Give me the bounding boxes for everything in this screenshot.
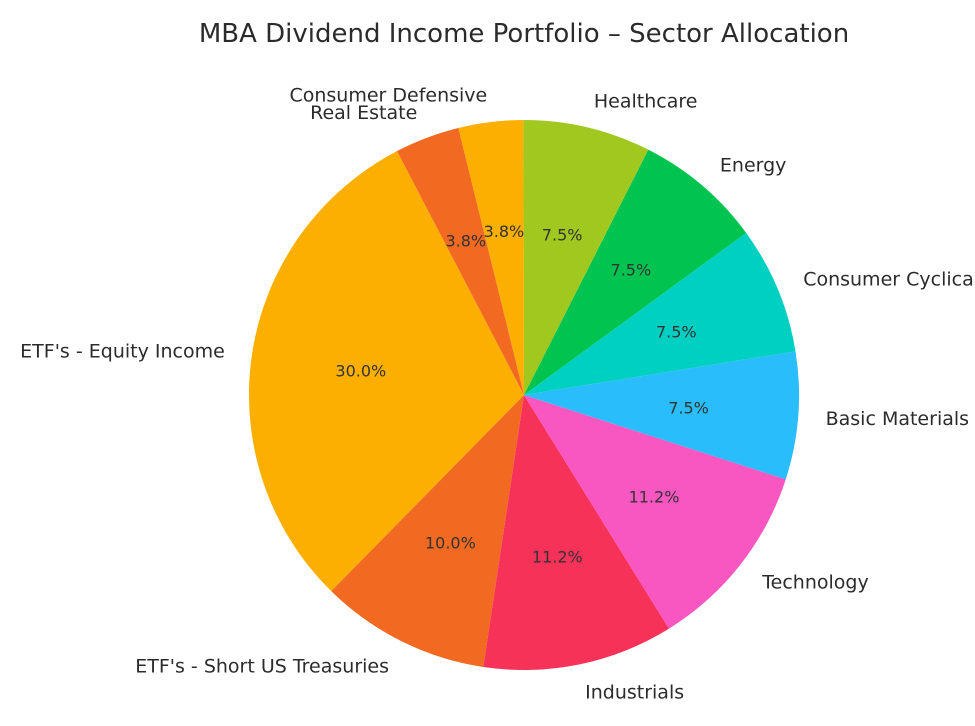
pie-slice-basic-materials	[524, 351, 799, 480]
pie-slice-energy	[524, 149, 747, 395]
pie-slice-industrials	[483, 395, 669, 670]
slice-label-healthcare: Healthcare	[594, 91, 698, 113]
pie-slice-consumer-defensive	[458, 120, 524, 395]
slice-label-real-estate: Real Estate	[310, 102, 417, 124]
category-labels: ETF's - Equity Income ETF's - Short US Tr…	[20, 85, 975, 704]
pie-slice-consumer-cyclical	[524, 232, 796, 395]
pct-label-real-estate: 3.8%	[445, 232, 486, 251]
slice-label-energy: Energy	[720, 154, 787, 176]
pct-label-industrials: 11.2%	[532, 548, 583, 567]
pie-slice-etf-s-equity-income	[248, 151, 524, 592]
pie-slice-etf-s-short-us-treasuries	[331, 395, 524, 667]
pct-label-consumer-defensive: 3.8%	[484, 222, 525, 241]
slice-label-technology: Technology	[761, 571, 868, 593]
pie-slice-real-estate	[397, 127, 524, 395]
pie-slice-technology	[524, 395, 786, 629]
pct-label-consumer-cyclical: 7.5%	[656, 322, 697, 341]
pie-slices	[248, 120, 799, 670]
slice-label-etf-s-short-us-treasuries: ETF's - Short US Treasuries	[135, 656, 389, 678]
pct-label-healthcare: 7.5%	[542, 225, 583, 244]
pct-label-energy: 7.5%	[611, 260, 652, 279]
slice-label-industrials: Industrials	[585, 681, 684, 703]
slice-label-consumer-defensive: Consumer Defensive	[289, 85, 487, 107]
percentage-labels: 30.0% 10.0% 11.2% 11.2% 7.5% 7.5% 7.5% 7.5% 3.8%…	[335, 222, 708, 566]
slice-label-basic-materials: Basic Materials	[826, 408, 969, 430]
slice-label-consumer-cyclical: Consumer Cyclical	[803, 269, 975, 291]
slice-label-etf-s-equity-income: ETF's - Equity Income	[20, 340, 225, 362]
pie-slice-healthcare	[523, 120, 649, 395]
pct-label-etf-s-equity-income: 30.0%	[335, 362, 386, 381]
chart-title: MBA Dividend Income Portfolio – Sector A…	[199, 19, 849, 49]
pct-label-technology: 11.2%	[629, 488, 680, 507]
pct-label-etf-s-short-us-treasuries: 10.0%	[425, 534, 476, 553]
pct-label-basic-materials: 7.5%	[668, 399, 709, 418]
